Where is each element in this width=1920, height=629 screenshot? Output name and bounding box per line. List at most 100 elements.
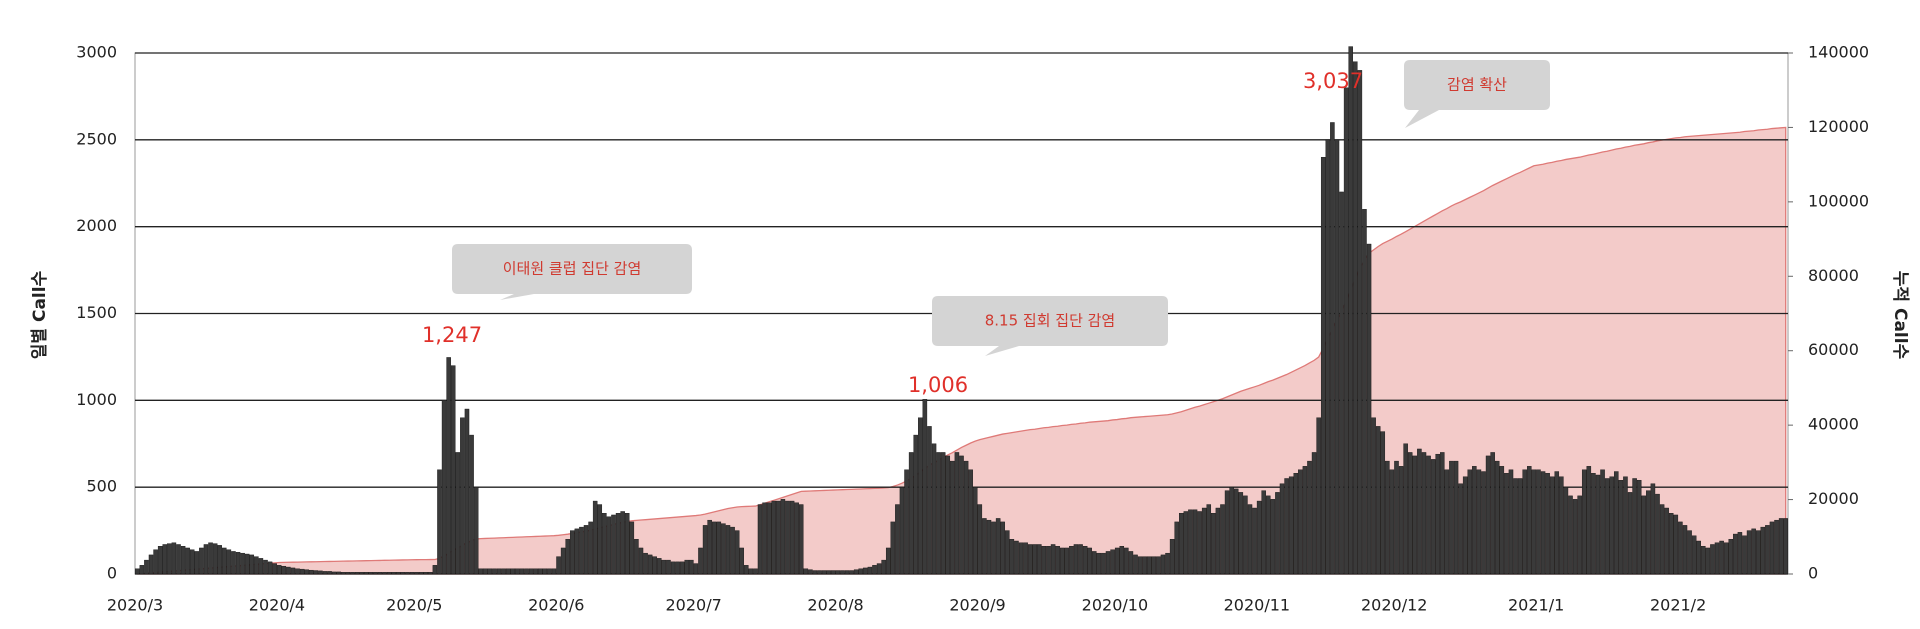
- bar: [1201, 507, 1207, 575]
- bar: [1151, 556, 1157, 575]
- x-tick-label: 2020/6: [528, 596, 584, 615]
- bar: [844, 570, 850, 575]
- bar: [986, 519, 992, 575]
- bar: [1723, 542, 1729, 575]
- bar: [1774, 519, 1779, 575]
- bar: [1513, 478, 1518, 575]
- bar: [876, 563, 882, 575]
- bar: [1646, 490, 1651, 575]
- bar: [1536, 469, 1541, 575]
- bar: [1165, 552, 1170, 575]
- x-tick-label: 2021/2: [1650, 596, 1706, 615]
- bar: [1183, 511, 1189, 575]
- bar: [418, 572, 424, 575]
- bar: [533, 568, 538, 575]
- bar: [483, 568, 488, 575]
- x-tick-label: 2020/3: [107, 596, 163, 615]
- bar: [1600, 469, 1605, 575]
- bar: [162, 544, 168, 575]
- bar: [1636, 480, 1642, 575]
- bar: [359, 572, 364, 575]
- bar: [1682, 525, 1688, 575]
- callout-bubble: [1404, 60, 1550, 128]
- bar: [336, 571, 342, 575]
- bar: [235, 552, 241, 575]
- bar: [1279, 483, 1285, 575]
- bar: [1252, 507, 1257, 575]
- bar: [455, 452, 461, 575]
- bar: [1421, 452, 1427, 575]
- bar: [295, 568, 300, 575]
- value-annotation: 1,247: [422, 323, 482, 347]
- bar: [368, 572, 374, 575]
- bar: [1229, 486, 1234, 575]
- bar: [840, 570, 845, 575]
- bar: [657, 558, 662, 575]
- bar: [1426, 455, 1431, 575]
- bar: [1288, 476, 1294, 575]
- bar: [1105, 551, 1111, 575]
- bar: [643, 552, 648, 575]
- bar: [441, 400, 447, 575]
- bar: [1389, 469, 1395, 575]
- bar: [579, 526, 584, 575]
- bar: [918, 417, 923, 575]
- bar: [313, 570, 319, 575]
- bar: [1005, 530, 1010, 575]
- bar: [391, 572, 396, 575]
- bar: [1266, 495, 1271, 575]
- bar: [803, 568, 809, 575]
- bar: [1238, 492, 1244, 575]
- bar: [309, 569, 314, 575]
- bar: [405, 572, 410, 575]
- bar: [167, 543, 172, 575]
- bar: [1398, 466, 1404, 575]
- bar: [244, 553, 250, 575]
- bar: [1531, 469, 1537, 575]
- bar: [602, 513, 607, 575]
- bar: [542, 568, 548, 575]
- bar: [249, 554, 255, 575]
- bar: [629, 521, 635, 575]
- bar: [1462, 476, 1468, 575]
- bar: [1128, 551, 1134, 575]
- bar: [753, 568, 758, 575]
- bar: [414, 572, 419, 575]
- bar: [1755, 530, 1761, 575]
- bar: [707, 519, 712, 575]
- bar: [1357, 70, 1363, 575]
- bar: [189, 549, 195, 575]
- bar: [583, 525, 589, 575]
- bar: [1572, 499, 1578, 575]
- callout-text: 이태원 클럽 집단 감염: [503, 260, 642, 278]
- bar: [180, 546, 186, 575]
- bar: [1348, 46, 1353, 575]
- bar: [423, 572, 429, 575]
- bar: [1211, 513, 1216, 575]
- bar: [748, 568, 754, 575]
- bar: [1055, 546, 1060, 575]
- bar: [1302, 466, 1308, 575]
- x-tick-label: 2020/12: [1361, 596, 1427, 615]
- bar: [1366, 243, 1372, 575]
- bar: [1701, 546, 1706, 575]
- bar: [473, 486, 479, 575]
- bar: [968, 469, 973, 575]
- bar: [1568, 495, 1573, 575]
- bar: [1041, 546, 1047, 575]
- bar: [1440, 452, 1445, 575]
- bar: [913, 434, 918, 575]
- bar: [1375, 426, 1381, 575]
- bar: [1522, 469, 1527, 575]
- bar: [1554, 471, 1560, 575]
- bar: [936, 452, 941, 575]
- bar: [565, 539, 570, 575]
- bar: [464, 408, 470, 575]
- bar: [1137, 556, 1143, 575]
- x-tick-label: 2021/1: [1508, 596, 1564, 615]
- bar: [341, 572, 346, 575]
- bar: [304, 569, 309, 575]
- bar: [1517, 478, 1523, 575]
- bar: [1760, 526, 1766, 575]
- bar: [1604, 478, 1610, 575]
